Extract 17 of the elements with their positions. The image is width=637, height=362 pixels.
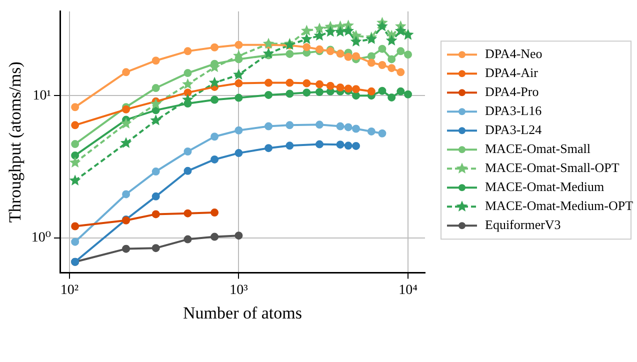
x-tick-label: 10⁴ <box>398 282 418 298</box>
legend-label: DPA3-L16 <box>485 103 542 118</box>
legend-label: MACE-Omat-Medium-OPT <box>485 198 634 214</box>
y-tick-label: 10¹ <box>32 88 52 104</box>
legend-label: DPA3-L24 <box>485 122 542 138</box>
x-tick-label: 10² <box>60 282 79 298</box>
legend-label: MACE-Omat-Medium <box>485 179 604 194</box>
legend-label: DPA4-Pro <box>485 84 539 100</box>
y-axis-title: Throughput (atoms/ms) <box>6 62 25 223</box>
legend-label: DPA4-Neo <box>485 46 542 62</box>
x-axis-title: Number of atoms <box>183 303 302 322</box>
x-tick-label: 10³ <box>230 282 248 298</box>
legend-label: MACE-Omat-Small <box>485 141 591 156</box>
y-tick-label: 10⁰ <box>31 230 52 246</box>
legend-label: EquiformerV3 <box>485 217 561 232</box>
legend-label: MACE-Omat-Small-OPT <box>485 160 620 176</box>
legend-label: DPA4-Air <box>485 65 539 80</box>
